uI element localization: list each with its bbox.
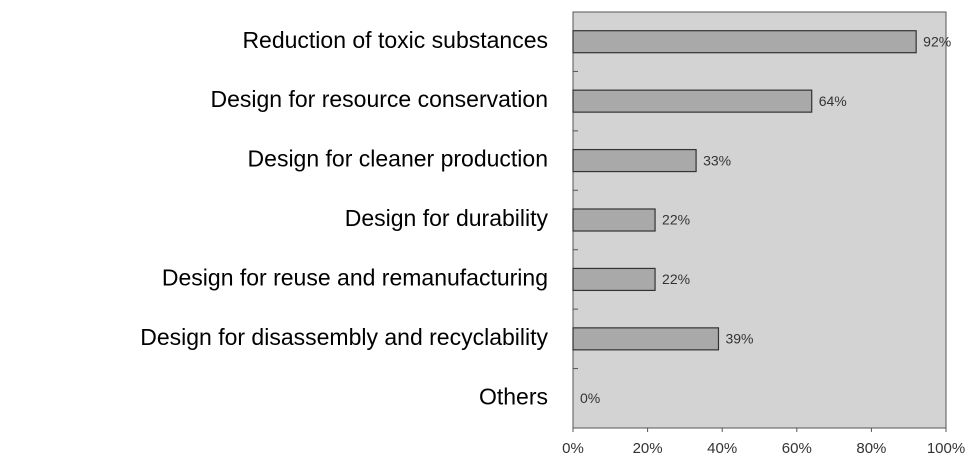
data-label: 92%	[923, 33, 951, 49]
x-tick-label: 0%	[562, 440, 584, 457]
data-label: 64%	[819, 93, 847, 109]
x-tick-label: 80%	[856, 440, 886, 457]
bar	[572, 30, 917, 54]
x-tick-label: 60%	[782, 440, 812, 457]
bar	[572, 208, 656, 232]
data-label: 33%	[703, 152, 731, 168]
x-tick-label: 20%	[633, 440, 663, 457]
x-tick-label: 100%	[927, 440, 965, 457]
category-label: Others	[479, 383, 548, 409]
data-label: 22%	[662, 212, 690, 228]
bar	[572, 327, 720, 351]
x-tick-label: 40%	[707, 440, 737, 457]
category-label: Design for durability	[345, 205, 549, 231]
category-label: Reduction of toxic substances	[242, 27, 548, 53]
bar	[572, 89, 813, 113]
category-label: Design for reuse and remanufacturing	[162, 265, 548, 291]
data-label: 39%	[725, 331, 753, 347]
category-label: Design for resource conservation	[211, 86, 549, 112]
bar	[572, 148, 697, 173]
bar	[572, 267, 656, 292]
category-label: Design for disassembly and recyclability	[140, 324, 548, 350]
data-label: 22%	[662, 271, 690, 287]
data-label: 0%	[580, 390, 600, 406]
category-label: Design for cleaner production	[248, 146, 548, 172]
